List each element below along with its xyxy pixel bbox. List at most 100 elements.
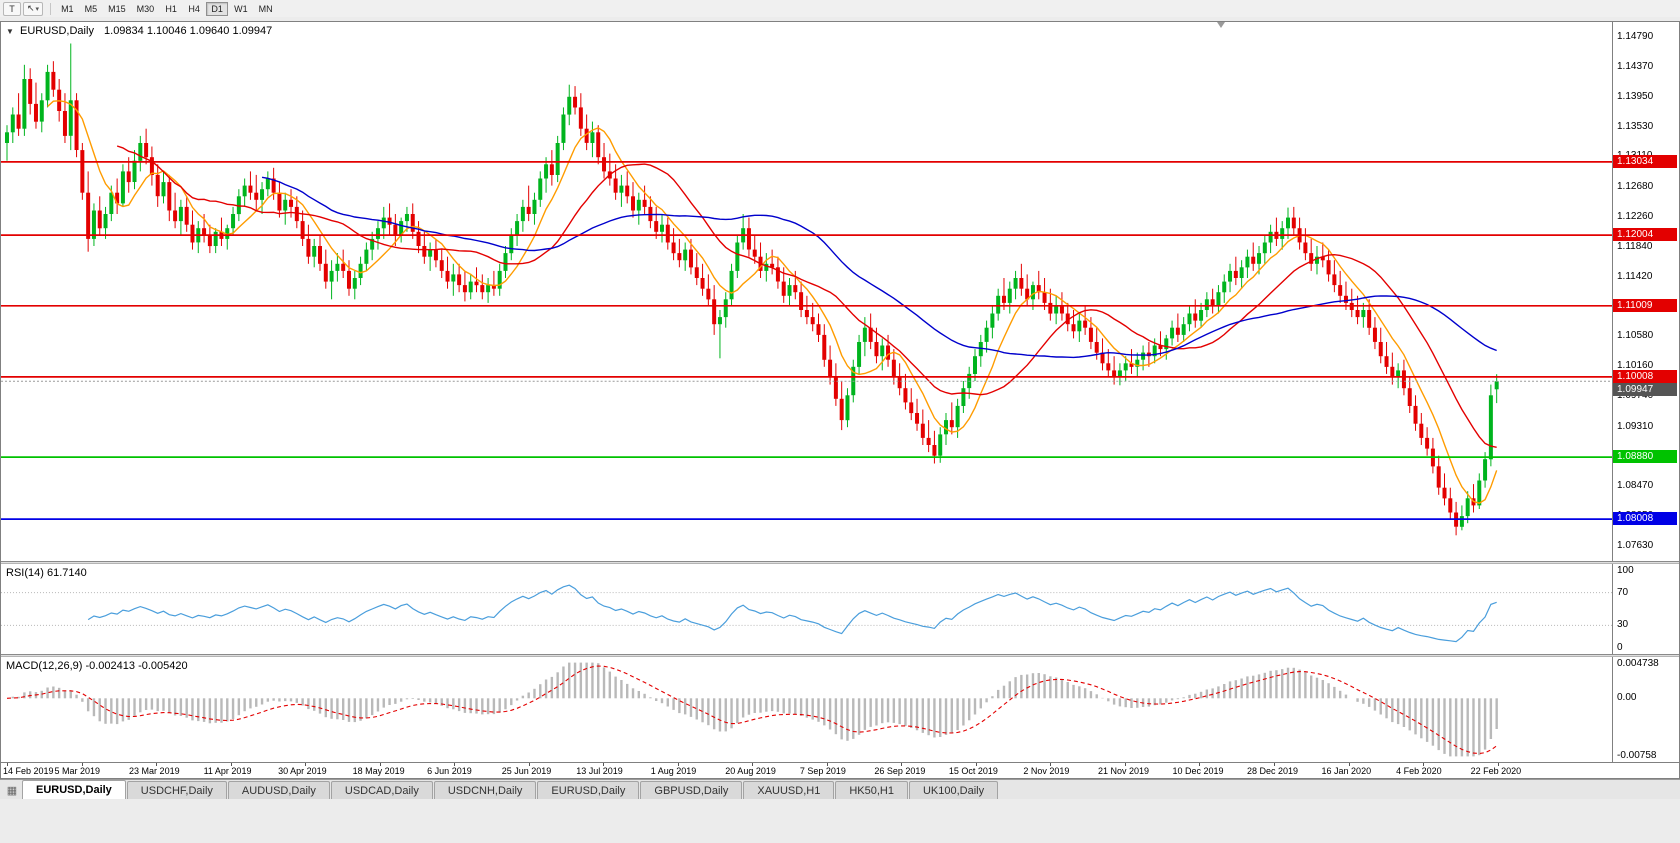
candlestick-canvas[interactable] (1, 22, 1612, 561)
chart-shift-marker[interactable] (1217, 22, 1225, 28)
time-axis-tick (975, 763, 977, 766)
rsi-label: RSI(14) 61.7140 (6, 567, 87, 579)
chart-tab-1[interactable]: USDCHF,Daily (126, 781, 227, 799)
time-axis-label: 22 Feb 2020 (1470, 766, 1522, 776)
pane-splitter[interactable] (1, 654, 1679, 657)
price-axis-label: 1.07630 (1617, 539, 1654, 551)
time-axis-label: 10 Dec 2019 (1172, 766, 1224, 776)
time-axis-label: 5 Mar 2019 (54, 766, 101, 776)
macd-histogram (11, 662, 1498, 757)
timeframe-button-W1[interactable]: W1 (234, 3, 248, 14)
toolbar-separator (50, 2, 52, 15)
price-axis-label: 1.14790 (1617, 31, 1654, 43)
rsi-axis-label: 0 (1617, 642, 1623, 653)
time-axis-tick (379, 763, 381, 766)
bid-price-label: 1.09947 (1613, 383, 1677, 397)
chart-tab-7[interactable]: XAUUSD,H1 (743, 781, 835, 799)
macd-plot[interactable]: MACD(12,26,9) -0.002413 -0.005420 (1, 657, 1612, 762)
top-toolbar: T ↖ ▾ M1 M5 M15 M30 H1 H4 D1 W1 MN (0, 0, 1680, 17)
time-axis-tick (752, 763, 754, 766)
time-axis-tick (1050, 763, 1052, 766)
timeframe-button-M1[interactable]: M1 (61, 3, 74, 14)
price-axis-label: 1.12680 (1617, 181, 1654, 193)
price-axis[interactable]: 1.147901.143701.139501.135301.131101.126… (1612, 22, 1679, 561)
macd-label: MACD(12,26,9) -0.002413 -0.005420 (6, 660, 188, 672)
timeframe-button-M5[interactable]: M5 (84, 3, 98, 14)
time-axis-tick (603, 763, 605, 766)
time-axis-label: 1 Aug 2019 (650, 766, 697, 776)
price-axis-label: 1.09310 (1617, 420, 1654, 432)
chart-tab-5[interactable]: EURUSD,Daily (537, 781, 640, 799)
macd-signal-line (6, 665, 1497, 755)
chart-tab-9[interactable]: UK100,Daily (908, 781, 999, 799)
time-axis-label: 26 Sep 2019 (874, 766, 926, 776)
chart-window: ▼ EURUSD,Daily 1.09834 1.10046 1.09640 1… (0, 21, 1680, 779)
time-axis-label: 7 Sep 2019 (799, 766, 846, 776)
timeframe-button-H4[interactable]: H4 (188, 3, 200, 14)
cursor-icon: ↖ (27, 3, 35, 13)
rsi-canvas[interactable] (1, 564, 1612, 654)
time-axis-tick (1423, 763, 1425, 766)
time-axis-tick (1274, 763, 1275, 766)
time-axis-label: 6 Jun 2019 (427, 766, 472, 776)
time-axis-tick (1497, 763, 1499, 766)
price-axis-label: 1.14370 (1617, 60, 1654, 72)
time-axis[interactable]: 14 Feb 2019 5 Mar 2019 23 Mar 2019 11 Apr 2… (1, 762, 1679, 778)
time-axis-label: 23 Mar 2019 (129, 766, 180, 776)
chart-tab-6[interactable]: GBPUSD,Daily (640, 781, 743, 799)
price-axis-label: 1.11840 (1617, 240, 1653, 252)
chart-tab-8[interactable]: HK50,H1 (835, 781, 908, 799)
rsi-axis-label: 70 (1617, 586, 1629, 598)
chart-tab-4[interactable]: USDCNH,Daily (433, 781, 537, 799)
time-axis-label: 4 Feb 2020 (1396, 766, 1442, 776)
symbol-dropdown-icon[interactable]: ▼ (6, 27, 14, 36)
chart-tab-2[interactable]: AUDUSD,Daily (227, 781, 330, 799)
rsi-axis-label: 30 (1617, 619, 1629, 631)
timeframe-button-M15[interactable]: M15 (108, 3, 126, 14)
time-axis-tick (1124, 763, 1126, 766)
time-axis-label: 28 Dec 2019 (1247, 766, 1299, 776)
timeframe-toolbar: M1 M5 M15 M30 H1 H4 D1 W1 MN (56, 1, 279, 16)
macd-canvas[interactable] (1, 657, 1612, 762)
time-axis-label: 30 Apr 2019 (278, 766, 327, 776)
price-axis-label: 1.10160 (1617, 360, 1654, 372)
time-axis-tick (901, 763, 903, 766)
rsi-axis-label: 100 (1617, 565, 1634, 576)
time-axis-tick (230, 763, 232, 766)
time-axis-tick (81, 763, 83, 766)
cursor-mode-button[interactable]: ↖ ▾ (23, 1, 44, 16)
macd-axis-label: -0.00758 (1617, 750, 1657, 761)
time-axis-label: 13 Jul 2019 (576, 766, 623, 776)
price-level-label: 1.11009 (1613, 298, 1677, 312)
rsi-plot[interactable]: RSI(14) 61.7140 (1, 564, 1612, 654)
price-axis-label: 1.08470 (1617, 480, 1654, 492)
chart-tab-3[interactable]: USDCAD,Daily (330, 781, 433, 799)
rsi-line (87, 584, 1497, 643)
timeframe-button-M30[interactable]: M30 (136, 3, 155, 14)
pane-splitter[interactable] (1, 561, 1679, 564)
price-axis-label: 1.11420 (1617, 270, 1653, 282)
time-axis-label: 16 Jan 2020 (1321, 766, 1372, 776)
time-axis-label: 21 Nov 2019 (1097, 766, 1149, 776)
timeframe-button-H1[interactable]: H1 (165, 3, 177, 14)
chart-list-icon[interactable]: ▦ (6, 784, 18, 797)
price-axis-label: 1.12260 (1617, 210, 1654, 222)
chart-title: ▼ EURUSD,Daily 1.09834 1.10046 1.09640 1… (6, 25, 272, 37)
ma-fast-line (47, 100, 1498, 504)
chart-tab-0[interactable]: EURUSD,Daily (22, 780, 126, 799)
timeframe-button-MN[interactable]: MN (258, 3, 273, 14)
macd-pane: MACD(12,26,9) -0.002413 -0.005420 0.0047… (1, 657, 1679, 762)
time-axis-tick (305, 763, 307, 766)
timeframe-button-D1[interactable]: D1 (206, 1, 229, 16)
time-axis-tick (7, 763, 8, 766)
ma-slow-line (261, 176, 1497, 359)
time-axis-tick (1199, 763, 1201, 766)
price-plot[interactable]: ▼ EURUSD,Daily 1.09834 1.10046 1.09640 1… (1, 22, 1612, 561)
price-level-label: 1.12004 (1613, 228, 1677, 242)
price-level-label: 1.10008 (1613, 369, 1677, 383)
price-axis-label: 1.10580 (1617, 330, 1654, 342)
chevron-down-icon: ▾ (35, 5, 40, 13)
time-axis-tick (677, 763, 679, 766)
template-button[interactable]: T (3, 1, 21, 16)
time-axis-tick (1348, 763, 1350, 766)
